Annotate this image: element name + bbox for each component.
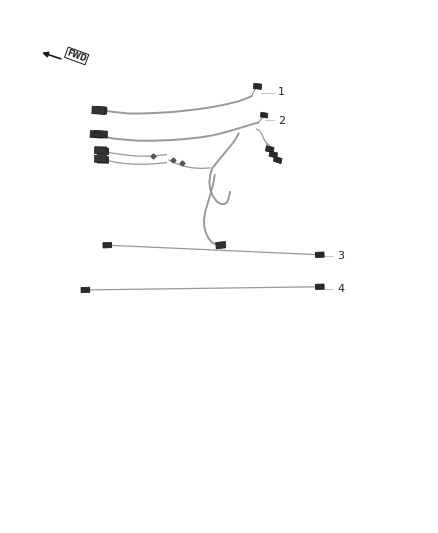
Bar <box>97 148 109 155</box>
Text: FWD: FWD <box>66 49 88 63</box>
Text: 1: 1 <box>278 87 285 96</box>
Bar <box>90 131 102 138</box>
Bar <box>92 106 105 115</box>
Bar <box>273 156 282 164</box>
Bar <box>95 147 107 154</box>
Text: 3: 3 <box>337 251 344 261</box>
Bar <box>81 287 90 293</box>
Bar <box>95 155 107 163</box>
Bar <box>269 151 278 158</box>
Bar <box>95 107 107 114</box>
Text: 2: 2 <box>278 116 285 126</box>
Bar <box>103 243 112 248</box>
Text: 4: 4 <box>337 284 344 294</box>
Bar <box>315 284 324 289</box>
Bar <box>94 131 107 138</box>
Bar <box>260 112 268 118</box>
Bar <box>216 241 226 249</box>
Bar <box>265 146 274 152</box>
Bar <box>254 83 261 90</box>
Bar <box>315 252 324 257</box>
Bar <box>97 157 109 163</box>
